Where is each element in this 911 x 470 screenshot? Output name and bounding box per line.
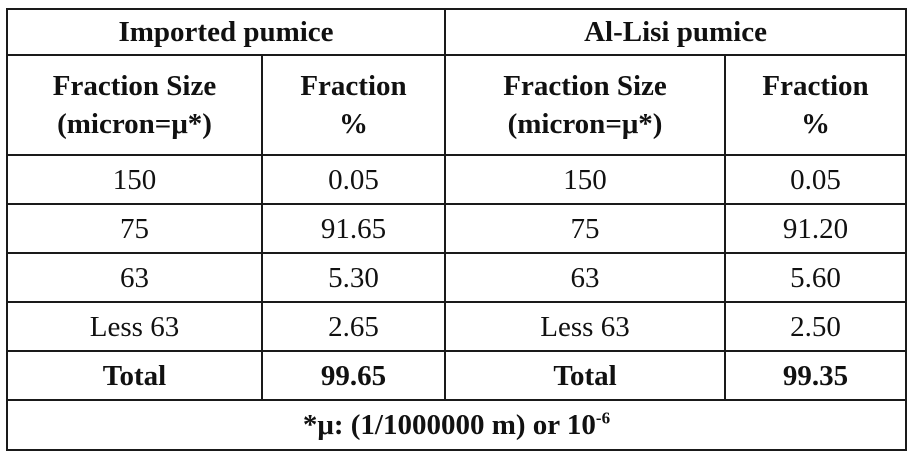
footnote: *μ: (1/1000000 m) or 10-6 — [5, 399, 908, 451]
header-line: % — [339, 108, 368, 140]
header-line: Fraction — [762, 70, 869, 102]
total-value-imported: 99.65 — [260, 350, 447, 401]
header-line: (micron=μ*) — [57, 108, 212, 140]
header-line: Fraction Size — [52, 70, 217, 102]
group-header-row: Imported pumice Al-Lisi pumice — [5, 8, 908, 56]
table-row: 63 5.30 63 5.60 — [6, 252, 908, 303]
total-label-al-lisi: Total — [444, 350, 727, 401]
table-cell: 75 — [444, 203, 727, 254]
table-cell: 2.50 — [724, 301, 908, 352]
table-row: Less 63 2.65 Less 63 2.50 — [6, 301, 908, 352]
table-row: 150 0.05 150 0.05 — [6, 154, 908, 205]
table-cell: 0.05 — [724, 154, 908, 205]
footnote-exponent: -6 — [595, 408, 611, 428]
table-cell: 150 — [444, 154, 727, 205]
table-cell: 150 — [6, 154, 263, 205]
column-header-row: Fraction Size (micron=μ*) Fraction % Fra… — [6, 54, 908, 156]
table-cell: Less 63 — [444, 301, 727, 352]
footnote-row: *μ: (1/1000000 m) or 10-6 — [5, 399, 908, 451]
header-line: (micron=μ*) — [507, 108, 663, 140]
pumice-fraction-table: Imported pumice Al-Lisi pumice Fraction … — [5, 8, 908, 451]
column-header-fraction-size-imported: Fraction Size (micron=μ*) — [6, 54, 263, 156]
table-cell: 0.05 — [260, 154, 447, 205]
column-header-fraction-percent-imported: Fraction % — [260, 54, 447, 156]
total-row: Total 99.65 Total 99.35 — [6, 350, 908, 401]
total-value-al-lisi: 99.35 — [724, 350, 908, 401]
column-header-fraction-size-al-lisi: Fraction Size (micron=μ*) — [444, 54, 727, 156]
total-label-imported: Total — [6, 350, 263, 401]
table-cell: 91.65 — [260, 203, 447, 254]
footnote-text: *μ: (1/1000000 m) or 10 — [302, 409, 596, 441]
table-cell: 91.20 — [724, 203, 908, 254]
header-line: Fraction Size — [503, 70, 667, 102]
header-line: Fraction — [300, 70, 407, 102]
table-cell: 63 — [6, 252, 263, 303]
group-header-imported: Imported pumice — [5, 8, 447, 56]
column-header-fraction-percent-al-lisi: Fraction % — [724, 54, 908, 156]
group-header-al-lisi: Al-Lisi pumice — [444, 8, 908, 56]
table-cell: 5.60 — [724, 252, 908, 303]
table-cell: 75 — [6, 203, 263, 254]
header-line: % — [801, 108, 831, 140]
table-cell: 5.30 — [260, 252, 447, 303]
table-cell: Less 63 — [6, 301, 263, 352]
table-cell: 63 — [444, 252, 727, 303]
table-cell: 2.65 — [260, 301, 447, 352]
table-row: 75 91.65 75 91.20 — [6, 203, 908, 254]
